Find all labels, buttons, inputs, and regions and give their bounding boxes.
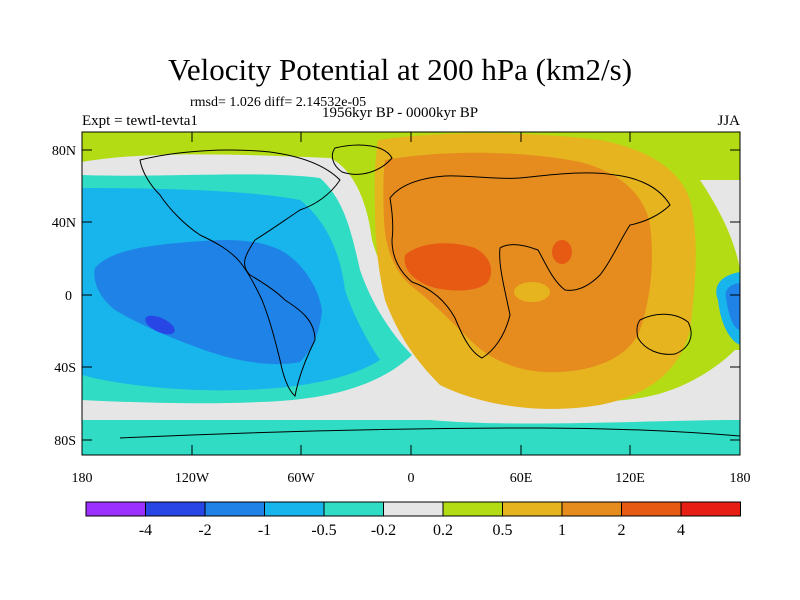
colorbar-label: 4 — [677, 522, 685, 539]
greenland-outline — [331, 144, 393, 175]
colorbar-swatch — [145, 501, 206, 517]
map-title: Velocity Potential at 200 hPa (km2/s) — [167, 52, 633, 87]
contour-field — [82, 132, 740, 455]
season-label: JJA — [717, 113, 740, 129]
colorbar — [85, 501, 741, 517]
lon-label-0: 0 — [408, 471, 415, 486]
australia-outline — [636, 313, 692, 355]
lat-label-40n: 40N — [52, 216, 76, 231]
field-red-africa — [404, 243, 492, 291]
colorbar-swatch — [264, 501, 325, 517]
colorbar-label: 0.5 — [493, 522, 513, 539]
colorbar-label: -0.5 — [311, 522, 336, 539]
lon-label-60w: 60W — [287, 471, 315, 486]
field-neutral-east — [700, 180, 740, 270]
afro-eurasia-outline — [389, 172, 671, 359]
lat-axis: 80N 40N 0 40S 80S — [52, 144, 740, 449]
field-darkblue-spot — [145, 315, 175, 335]
lon-label-120e: 120E — [615, 471, 645, 486]
colorbar-swatch — [323, 501, 384, 517]
colorbar-swatch — [680, 501, 741, 517]
lon-label-180e: 180 — [730, 471, 751, 486]
antarctica-outline — [119, 427, 740, 439]
lat-label-80n: 80N — [52, 144, 76, 159]
lon-label-120w: 120W — [175, 471, 210, 486]
lon-label-180w: 180 — [72, 471, 93, 486]
lon-label-60e: 60E — [510, 471, 533, 486]
period-label: 1956kyr BP - 0000kyr BP — [322, 105, 479, 121]
field-orange-region — [383, 152, 652, 373]
lon-axis: 180 120W 60W 0 60E 120E 180 — [72, 132, 751, 486]
colorbar-label: -0.2 — [371, 522, 396, 539]
stats-line: rmsd= 1.026 diff= 2.14532e-05 — [190, 95, 367, 110]
colorbar-labels: -4 -2 -1 -0.5 -0.2 0.2 0.5 1 2 4 — [139, 522, 685, 539]
colorbar-swatch — [85, 501, 146, 517]
colorbar-label: -2 — [198, 522, 211, 539]
colorbar-swatch — [442, 501, 503, 517]
colorbar-swatch — [621, 501, 682, 517]
coastlines — [119, 144, 740, 439]
lat-label-0: 0 — [65, 289, 72, 304]
colorbar-swatch — [561, 501, 622, 517]
colorbar-label: 2 — [618, 522, 626, 539]
colorbar-swatch — [502, 501, 563, 517]
colorbar-label: 1 — [558, 522, 566, 539]
field-red-india — [552, 240, 572, 264]
colorbar-label: -4 — [139, 522, 152, 539]
field-hole — [514, 282, 550, 302]
lat-label-80s: 80S — [54, 434, 76, 449]
colorbar-label: 0.2 — [433, 522, 453, 539]
colorbar-swatch — [383, 501, 444, 517]
field-blue-region — [94, 240, 322, 365]
colorbar-swatch — [204, 501, 265, 517]
experiment-label: Expt = tewtl-tevta1 — [82, 113, 198, 129]
americas-outline — [139, 149, 341, 397]
lat-label-40s: 40S — [54, 361, 76, 376]
colorbar-label: -1 — [258, 522, 271, 539]
